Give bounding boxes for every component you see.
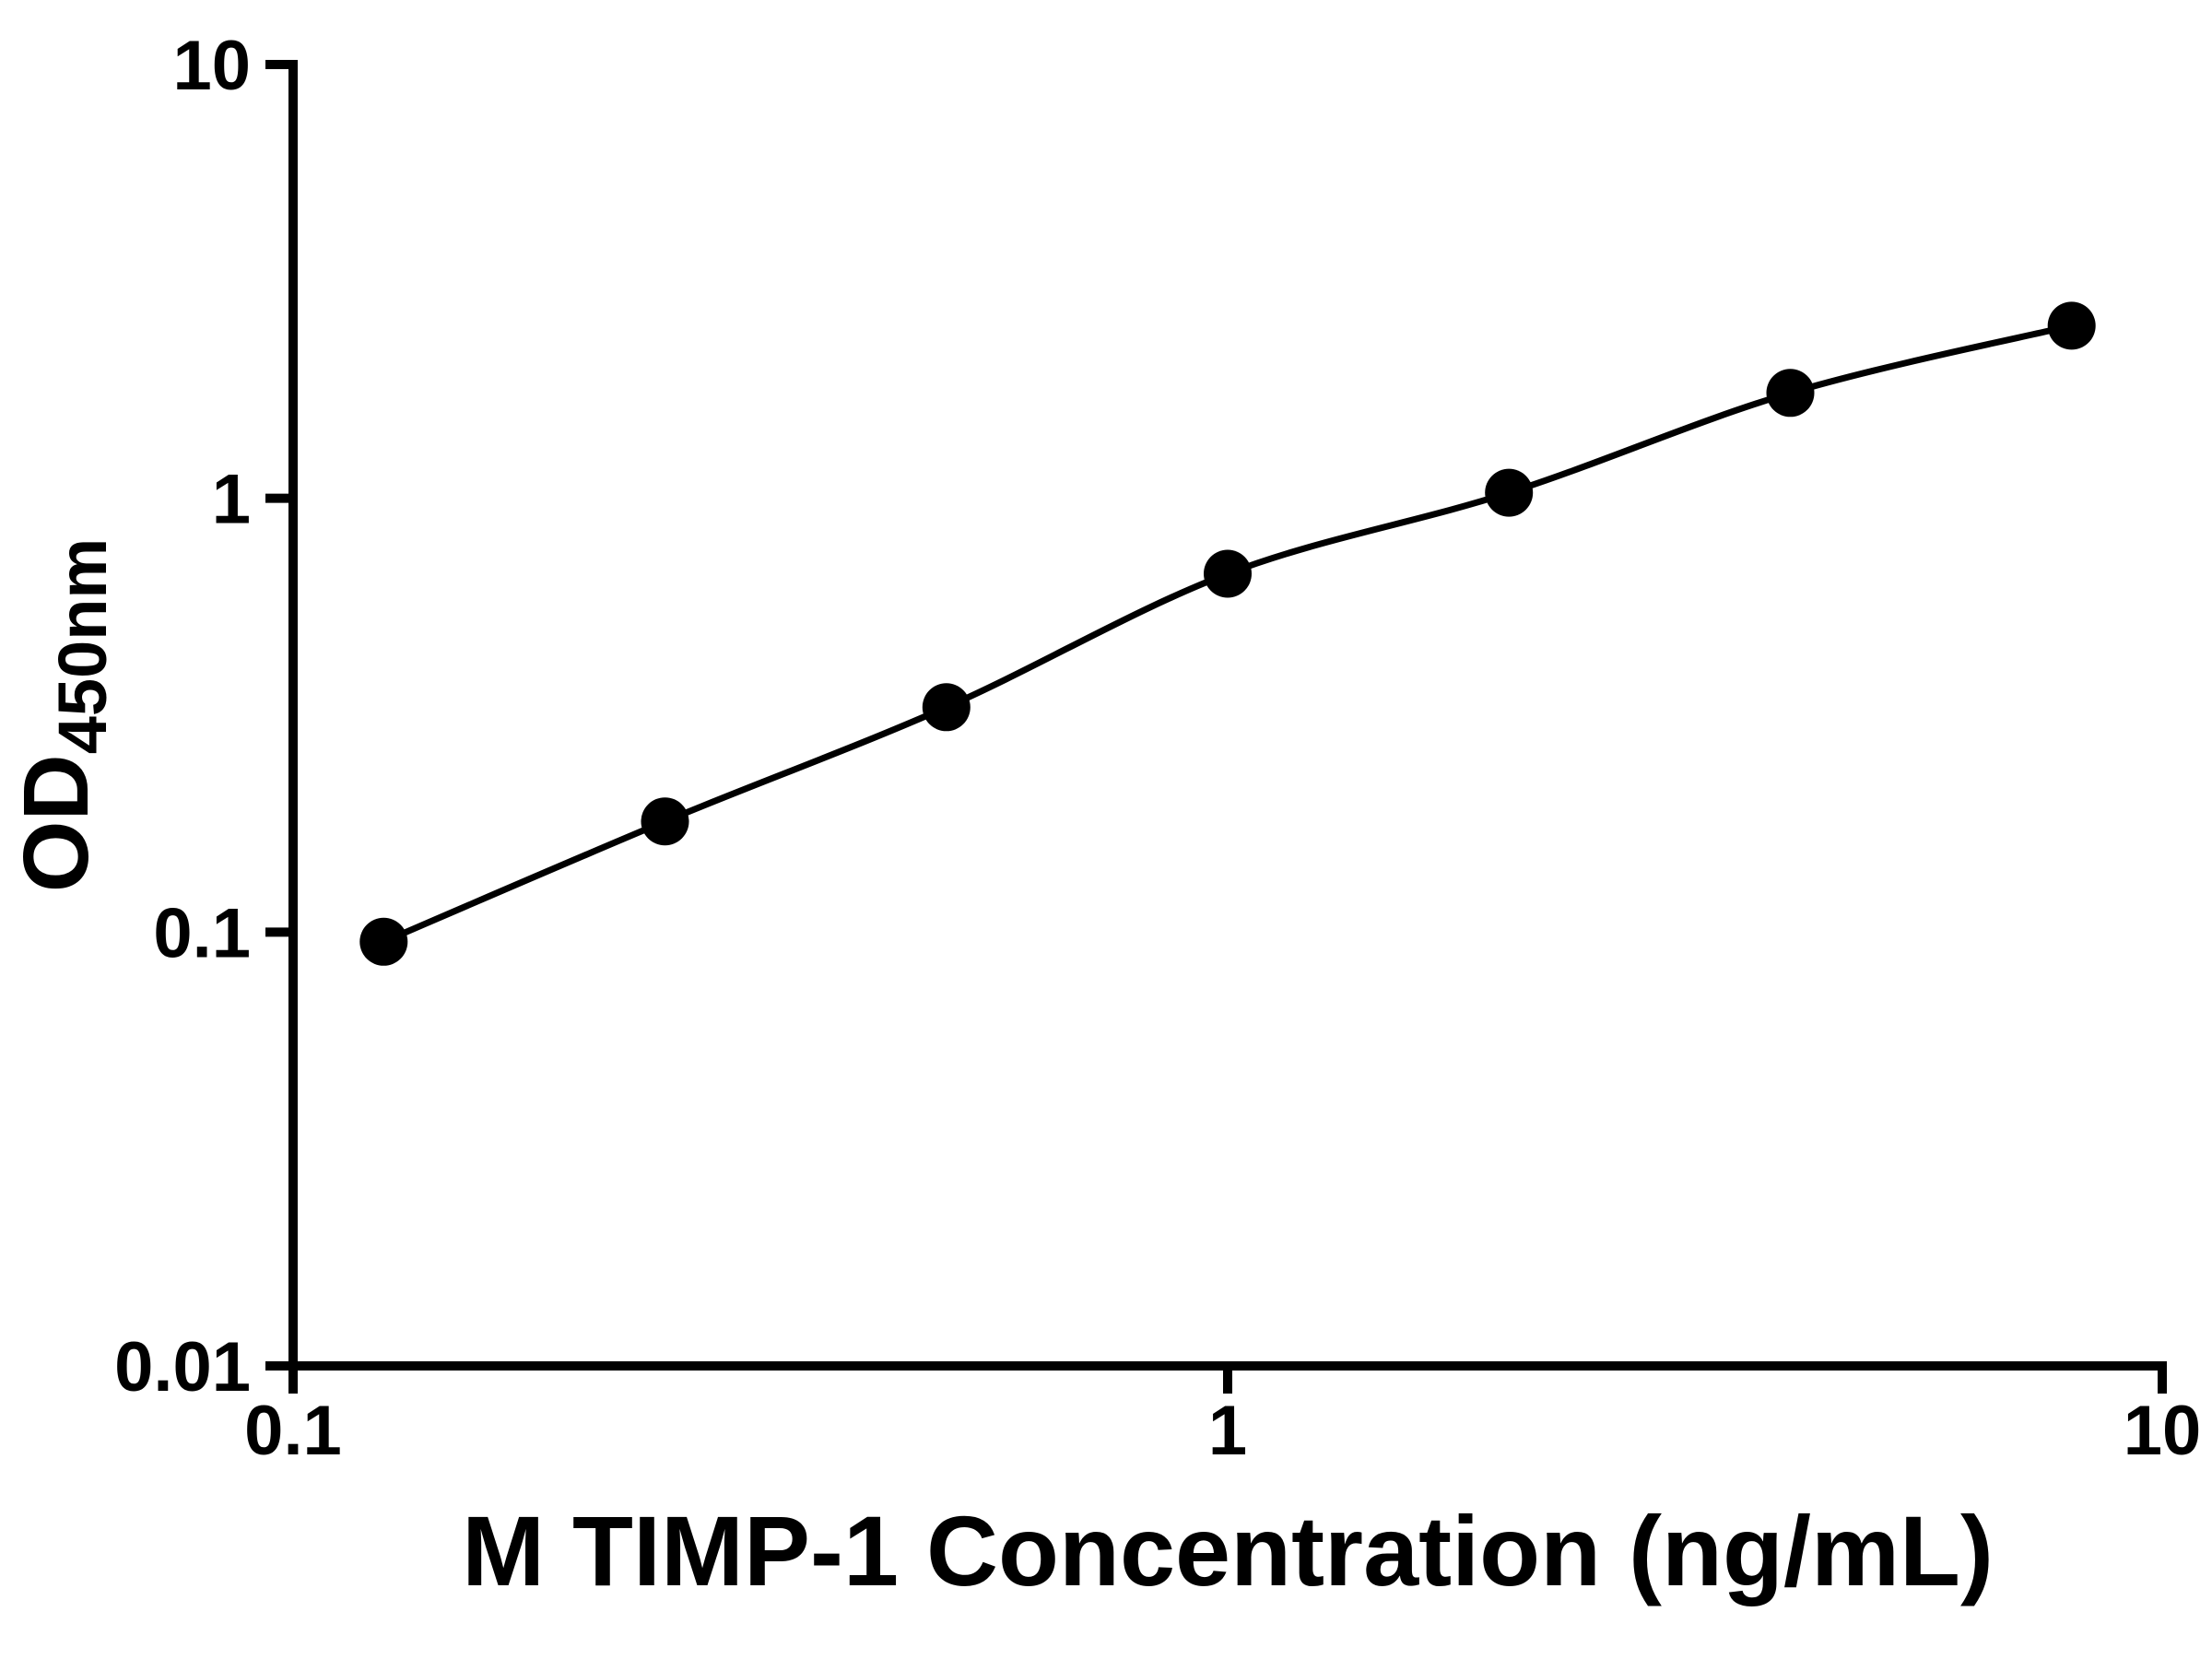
- data-point-marker: [1766, 369, 1815, 418]
- y-tick-label: 0.1: [153, 894, 251, 972]
- x-tick-label: 0.1: [244, 1392, 342, 1470]
- y-tick-label: 1: [212, 461, 251, 539]
- data-point-marker: [359, 917, 408, 966]
- data-point-marker: [1204, 549, 1252, 598]
- axis-spines: [288, 60, 2167, 1371]
- y-axis-title-main: OD: [5, 754, 108, 892]
- y-tick-label: 10: [172, 27, 251, 105]
- x-tick-label: 1: [1208, 1392, 1247, 1470]
- x-axis-title: M TIMP-1 Concentration (ng/mL): [462, 1495, 1994, 1606]
- y-tick-label: 0.01: [114, 1328, 251, 1406]
- data-point-marker: [922, 683, 971, 732]
- data-point-marker: [641, 797, 689, 846]
- data-point-marker: [1485, 468, 1534, 517]
- standard-curve-line: [382, 322, 2073, 946]
- x-tick-label: 10: [2124, 1392, 2202, 1470]
- y-axis-title: OD450nm: [5, 538, 121, 892]
- y-axis-title-subscript: 450nm: [44, 538, 121, 754]
- data-point-marker: [2047, 301, 2096, 350]
